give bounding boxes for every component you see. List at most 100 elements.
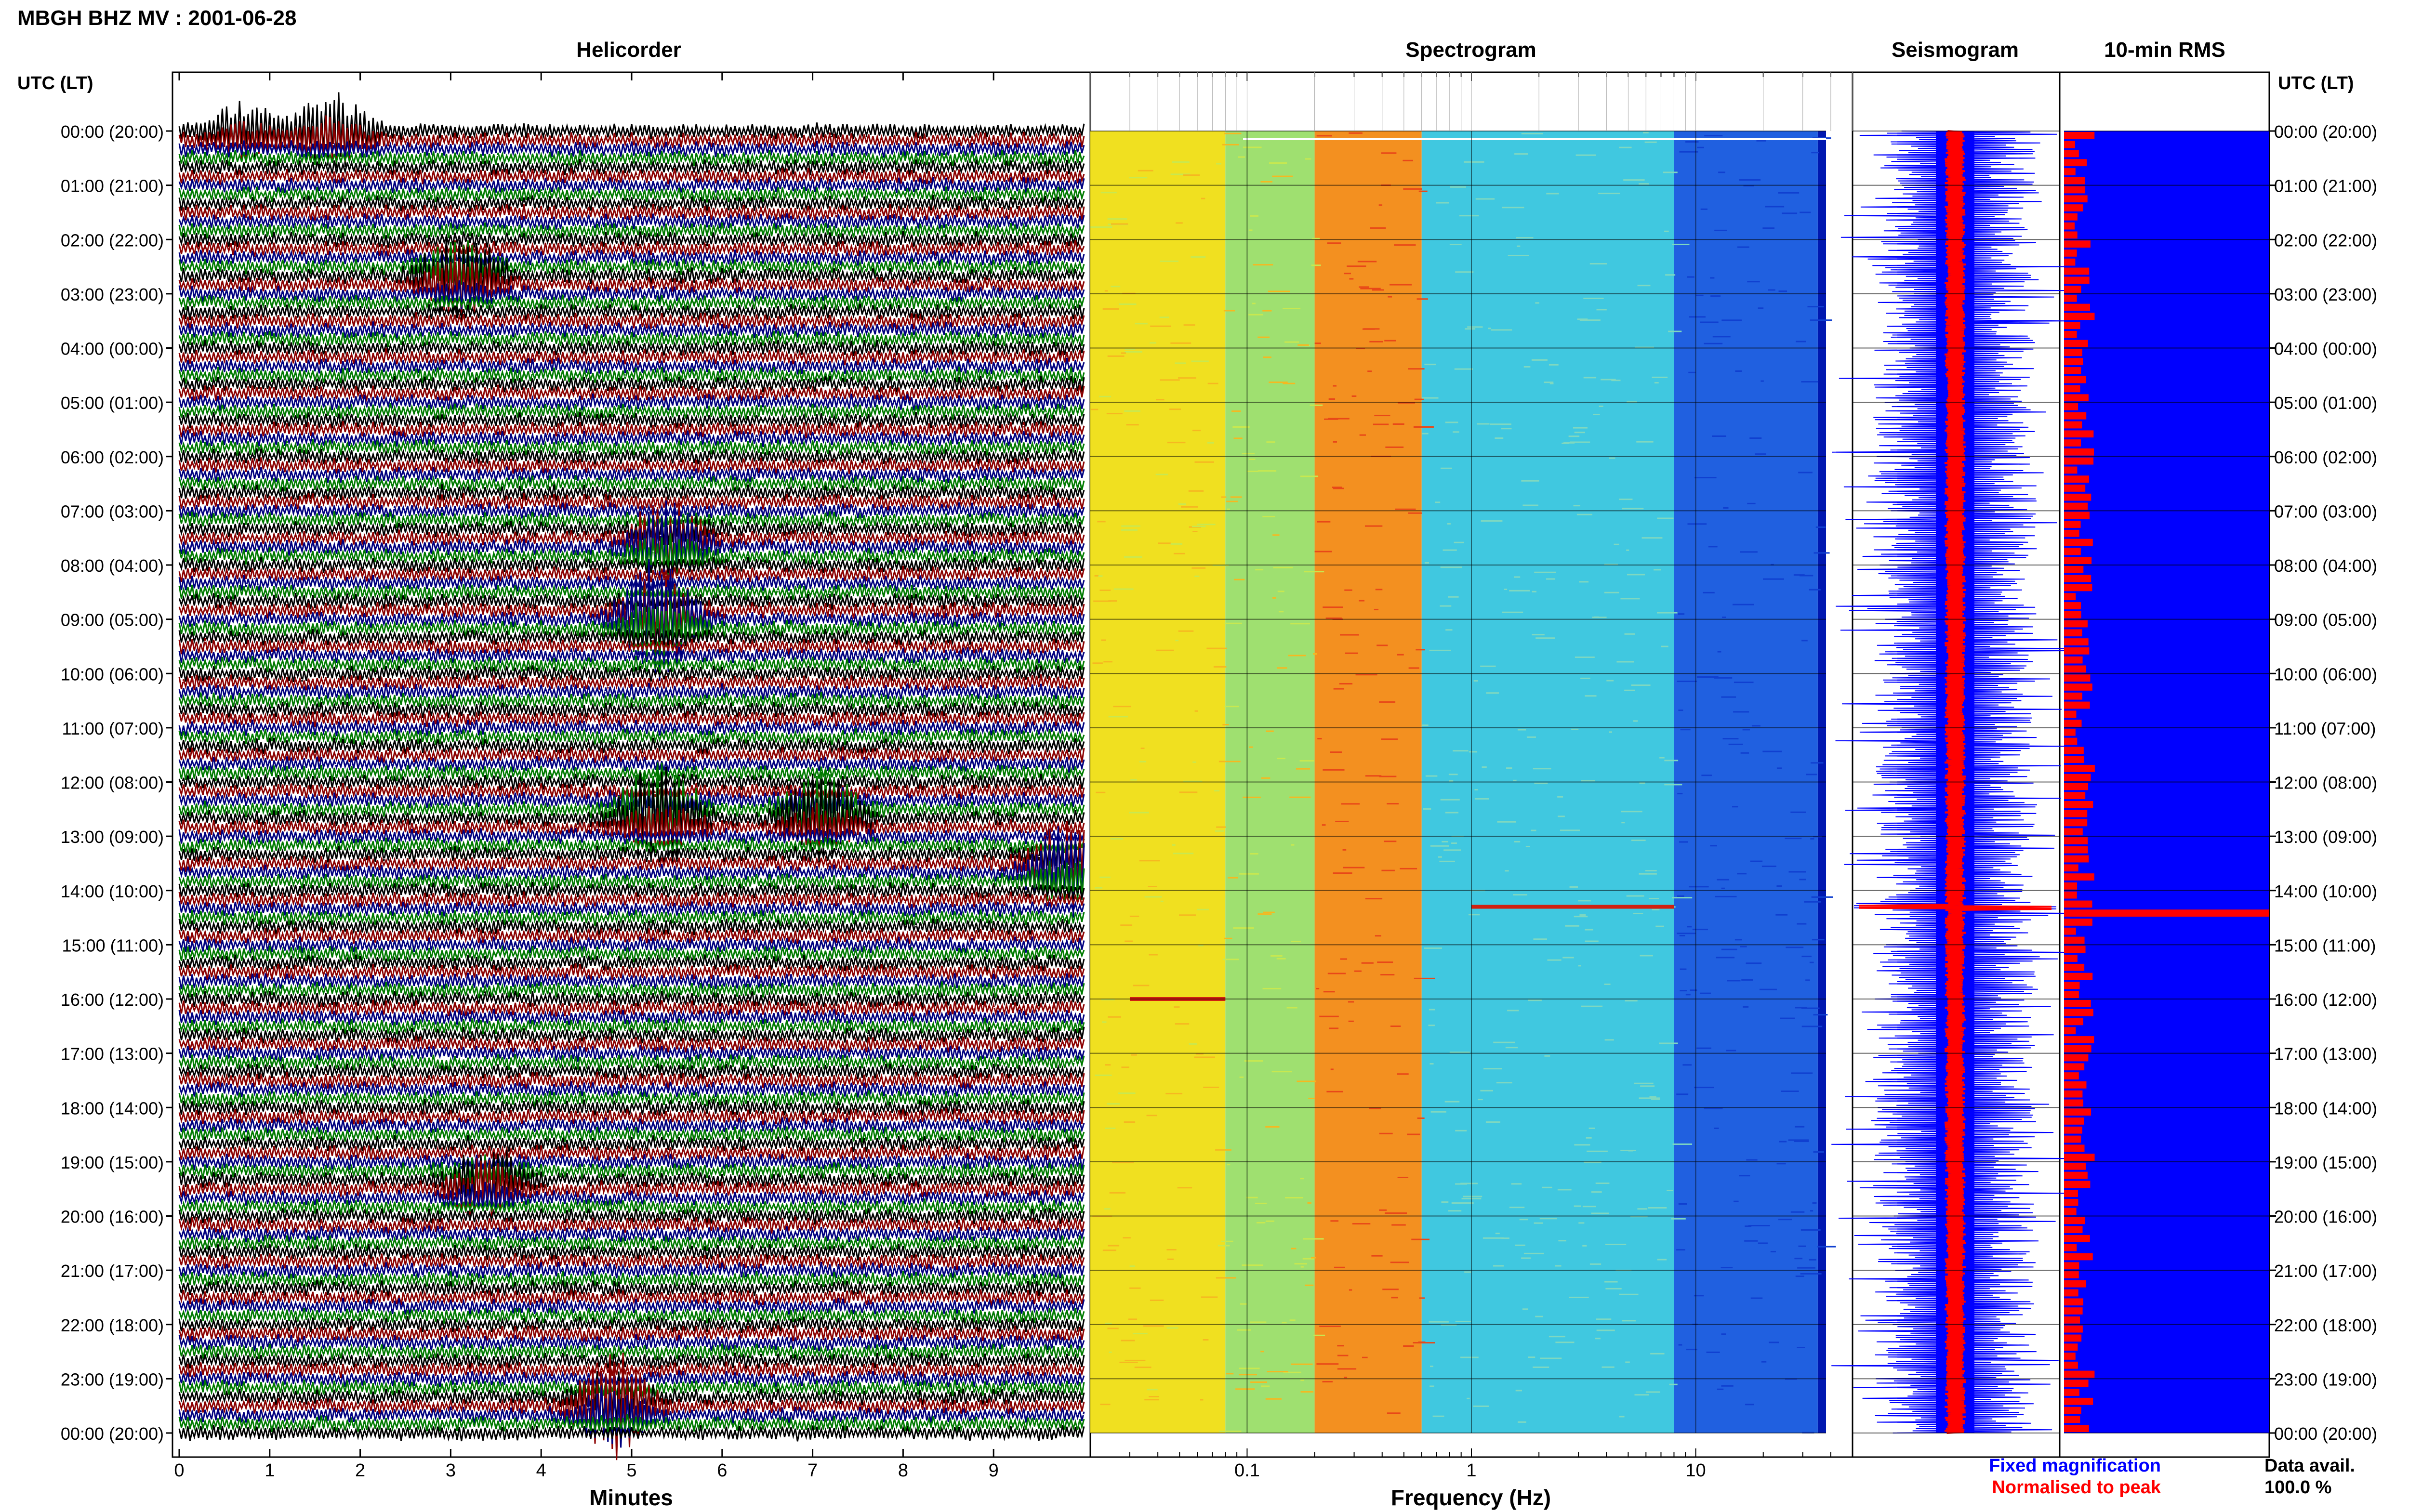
helicorder-speckle [425,639,427,640]
helicorder-trace [178,1072,1085,1090]
helicorder-trace [178,240,1085,292]
spectrogram-stripe [1430,845,1449,847]
spectrogram-stripe [1095,1074,1112,1076]
helicorder-speckle [643,1137,645,1139]
helicorder-trace [178,92,1085,169]
spectrogram-stripe [1459,215,1479,217]
spectrogram-stripe [1397,1176,1409,1178]
helicorder-speckle [286,443,288,444]
spectrogram-stripe [1206,647,1227,649]
data-avail-value: 100.0 % [2264,1477,2331,1498]
spectrogram-stripe [1645,870,1657,872]
helicorder-speckle [587,1407,589,1408]
helicorder-speckle [906,556,908,557]
helicorder-speckle [613,1141,615,1142]
helicorder-trace [178,533,1085,578]
spectrogram-stripe [1701,775,1712,776]
helicorder-speckle [979,1231,981,1233]
helicorder-speckle [1066,276,1068,277]
spectrogram-stripe [1105,1064,1111,1066]
spectrogram-stripe [1303,1238,1324,1240]
helicorder-speckle [533,848,535,849]
helicorder-speckle [1073,521,1075,522]
rms-bar [2064,1099,2084,1107]
spectrogram-stripe [1633,913,1643,915]
helicorder-speckle [264,756,265,758]
helicorder-speckle [537,400,539,401]
helicorder-speckle [875,1370,877,1372]
spectrogram-stripe [1260,181,1273,183]
hour-label-right: 05:00 (01:00) [2274,393,2377,413]
helicorder-speckle [926,1421,927,1423]
spectrogram-stripe [1672,897,1693,899]
helicorder-speckle [995,1255,997,1257]
spectrogram-stripe [1319,1326,1341,1328]
spectrogram-stripe [1419,1297,1425,1299]
spectrogram-stripe [1194,1056,1215,1058]
spectrogram-stripe [1521,132,1543,134]
helicorder-speckle [369,1284,371,1286]
spectrogram-stripe [1160,260,1178,262]
helicorder-speckle [1063,405,1065,406]
spectrogram-stripe [1780,1017,1795,1019]
helicorder-speckle [616,240,618,241]
helicorder-speckle [599,828,601,829]
hour-label-right: 13:00 (09:00) [2274,827,2377,847]
spectrogram-stripe [1390,284,1412,286]
spectrogram-stripe [1542,1186,1552,1188]
spectrogram-stripe [1224,706,1239,708]
spectrogram-stripe [1743,1006,1749,1008]
helicorder-speckle [1067,1297,1069,1298]
helicorder-speckle [261,1098,263,1100]
helicorder-speckle [508,751,510,752]
helicorder-speckle [864,268,866,269]
helicorder-trace [178,158,1085,176]
helicorder-speckle [997,201,999,202]
spectrogram-stripe [1158,542,1171,544]
helicorder-speckle [868,1368,870,1369]
hour-label-right: 19:00 (15:00) [2274,1153,2377,1172]
spectrogram-stripe [1619,146,1632,148]
spectrogram-stripe [1340,958,1348,960]
spectrogram-stripe [1776,1163,1786,1165]
spectrogram-stripe [1544,381,1554,383]
spectrogram-stripe [1130,779,1137,781]
spectrogram-stripe [1453,431,1459,433]
spectrogram-stripe [1101,999,1115,1000]
rms-bar [2064,737,2078,745]
helicorder-speckle [643,871,645,873]
spectrogram-stripe [1616,661,1634,663]
helicorder-speckle [776,369,778,370]
helicorder-trace [178,493,1085,511]
spectrogram-stripe [1203,1086,1219,1088]
spectrogram-stripe [1625,1361,1630,1363]
spectrogram-stripe [1247,471,1258,473]
helicorder-speckle [356,1088,358,1089]
spectrogram-stripe [1710,277,1715,279]
helicorder-speckle [757,160,759,161]
spectrogram-stripe [1261,1385,1270,1387]
helicorder-trace [178,973,1085,990]
spectrogram-stripe [1379,1209,1387,1211]
spectrogram-stripe [1760,380,1764,382]
rms-bar [2064,991,2079,998]
helicorder-speckle [660,535,662,536]
spectrogram-stripe [1817,1246,1836,1248]
helicorder-trace [178,357,1085,375]
spectrogram-stripe [1747,281,1760,283]
hour-label-right: 03:00 (23:00) [2274,285,2377,304]
helicorder-trace [178,411,1085,429]
helicorder-speckle [533,422,535,423]
spectrogram-stripe [1654,382,1659,384]
spectrogram-stripe [1800,1229,1821,1231]
helicorder-speckle [992,1258,993,1259]
helicorder-trace [178,909,1085,927]
helicorder-speckle [808,461,810,462]
spectrogram-stripe [1473,680,1478,682]
rms-bar [2064,421,2082,429]
spectrogram-stripe [1511,1183,1522,1185]
helicorder-speckle [531,373,533,374]
helicorder-speckle [197,728,199,730]
helicorder-trace [178,249,1085,266]
helicorder-speckle [219,683,221,684]
